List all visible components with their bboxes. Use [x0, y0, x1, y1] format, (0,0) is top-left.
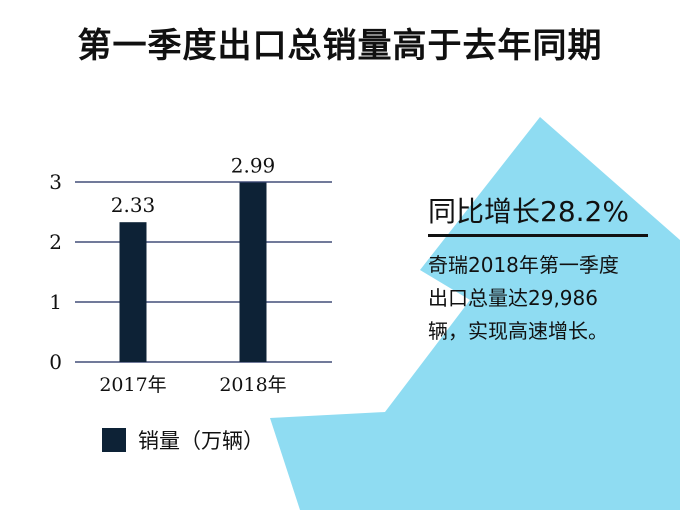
chart-legend: 销量（万辆）: [102, 424, 264, 456]
legend-label: 销量（万辆）: [138, 429, 264, 453]
y-tick-label: 3: [49, 170, 62, 194]
legend-swatch: [102, 428, 126, 452]
y-tick-label: 2: [49, 230, 62, 254]
x-tick-label: 2018年: [219, 374, 286, 396]
y-tick-label: 1: [49, 290, 62, 314]
bar: [239, 182, 267, 362]
page-title: 第一季度出口总销量高于去年同期: [77, 26, 603, 66]
data-label: 2.99: [231, 154, 276, 178]
bar: [119, 222, 147, 362]
y-tick-label: 0: [49, 350, 62, 374]
data-label: 2.33: [111, 193, 156, 217]
growth-headline: 同比增长28.2%: [428, 190, 648, 237]
growth-callout: 同比增长28.2% 奇瑞2018年第一季度出口总量达29,986辆，实现高速增长…: [428, 190, 658, 348]
growth-description: 奇瑞2018年第一季度出口总量达29,986辆，实现高速增长。: [428, 253, 619, 343]
x-tick-label: 2017年: [99, 374, 166, 396]
